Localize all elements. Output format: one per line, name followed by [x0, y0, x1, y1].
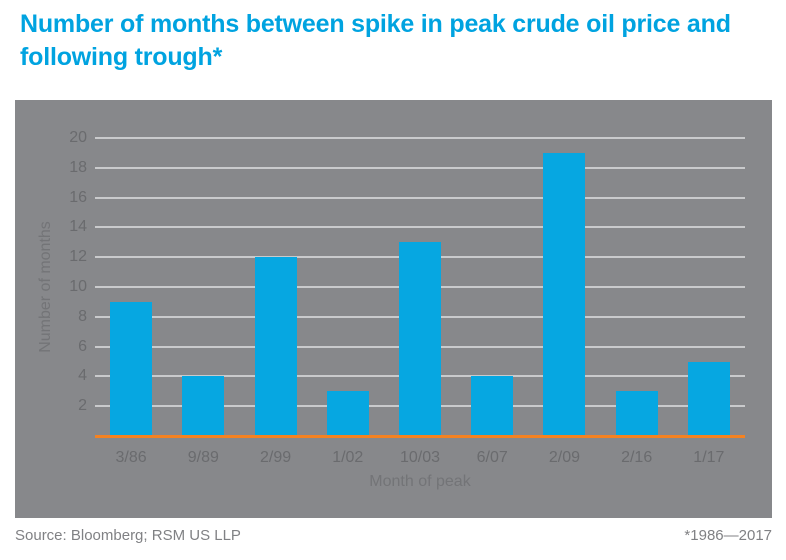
x-axis-title: Month of peak: [369, 473, 471, 490]
x-tick-label: 2/99: [259, 449, 292, 466]
bar-1-17: [687, 361, 730, 436]
x-tick-label: 1/17: [693, 449, 725, 466]
x-tick-label: 9/89: [187, 449, 219, 466]
x-tick-label: 10/03: [399, 449, 440, 466]
x-tick-label: 2/16: [621, 449, 653, 466]
bar-6-07: [471, 376, 514, 436]
x-tick-label: 6/07: [476, 449, 508, 466]
chart-title: Number of months between spike in peak c…: [20, 10, 731, 71]
gridline: [95, 196, 745, 199]
x-tick-label: 1/02: [332, 449, 364, 466]
source-text: Source: Bloomberg; RSM US LLP: [15, 527, 241, 544]
y-tick-label: 16: [69, 188, 87, 206]
y-tick-label: 14: [69, 218, 87, 236]
bar-3-86: [110, 301, 153, 436]
y-tick-label: 10: [69, 278, 87, 295]
bar-1-02: [326, 391, 369, 436]
bar-9-89: [182, 376, 225, 436]
y-tick-label: 20: [69, 129, 87, 146]
gridline: [95, 137, 745, 139]
footer: Source: Bloomberg; RSM US LLP *1986—2017: [15, 527, 772, 544]
x-tick-label: 3/86: [115, 449, 147, 466]
bar-10-03: [399, 242, 441, 436]
gridline: [95, 226, 745, 229]
chart-panel: Number of months Month of peak 2 4 6 8 10 12 1…: [15, 100, 772, 518]
y-tick-label: 8: [78, 307, 87, 325]
y-tick-label: 12: [69, 248, 87, 266]
y-tick-label: 18: [69, 158, 87, 176]
y-tick-label: 2: [78, 397, 87, 415]
y-tick-label: 6: [78, 337, 87, 355]
x-tick-label: 2/09: [548, 449, 580, 466]
plot-area: [95, 137, 745, 436]
footnote-text: *1986—2017: [684, 527, 772, 544]
gridline: [95, 166, 745, 169]
bar-2-99: [254, 257, 297, 436]
x-axis-line: [95, 435, 745, 438]
bar-2-16: [615, 391, 658, 436]
bar-2-09: [543, 152, 586, 436]
y-tick-label: 4: [78, 367, 87, 385]
